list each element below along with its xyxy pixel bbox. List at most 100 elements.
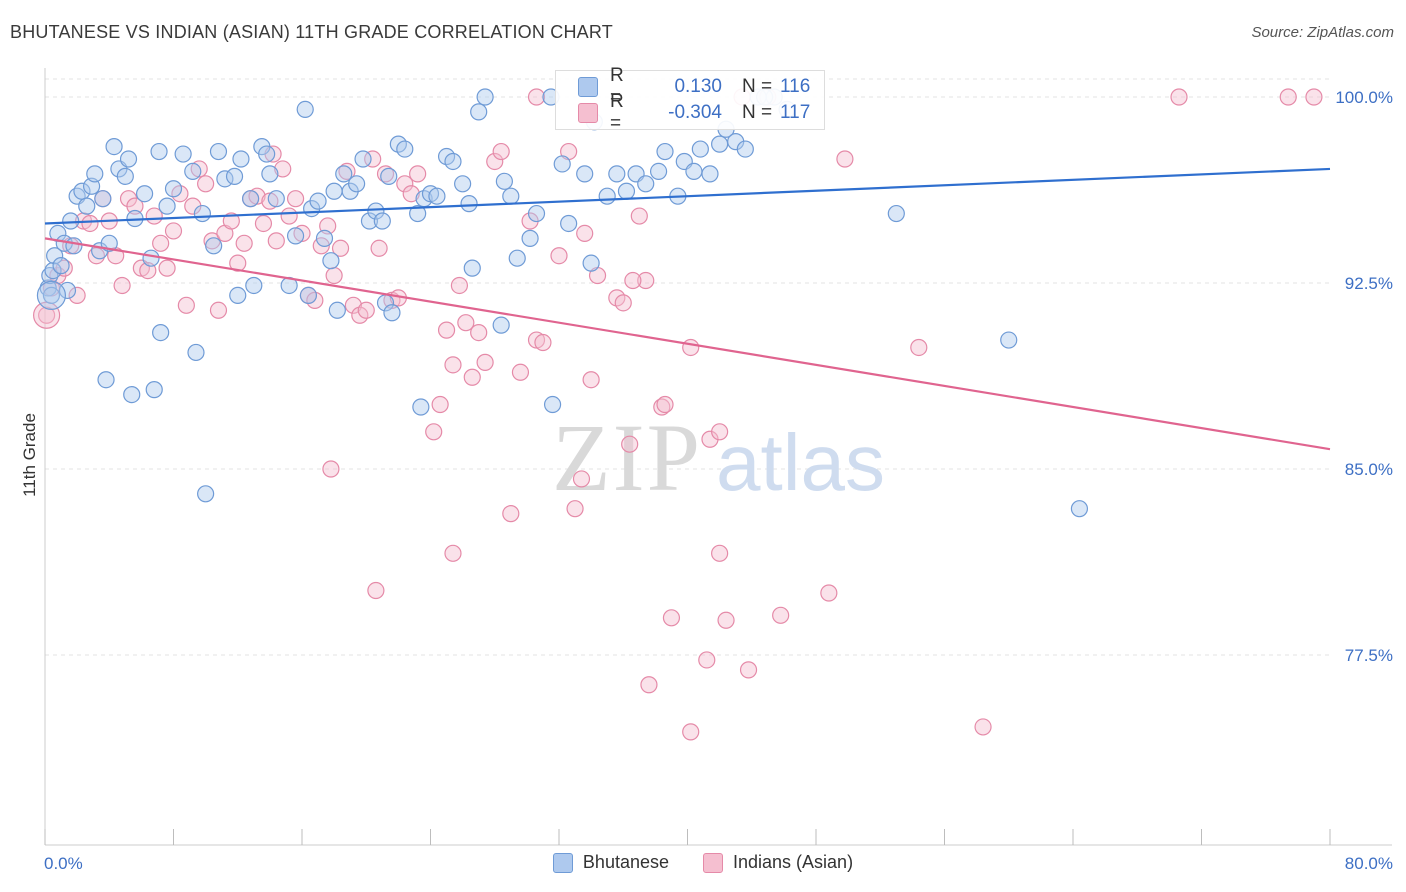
indians-asian-legend-label: Indians (Asian): [733, 852, 854, 872]
bhutanese-point: [242, 190, 260, 208]
indians-asian-point: [502, 505, 520, 523]
indians-asian-point: [1170, 88, 1188, 106]
bhutanese-point: [65, 237, 83, 255]
bhutanese-point: [197, 485, 215, 503]
indians-asian-point: [197, 175, 215, 193]
bhutanese-swatch: [578, 77, 598, 97]
indians-asian-point: [457, 314, 475, 332]
bhutanese-point: [78, 197, 96, 215]
bhutanese-point: [502, 187, 520, 205]
bhutanese-point: [409, 204, 427, 223]
y-tick-label: 100.0%: [1335, 88, 1393, 107]
r-label: R =: [610, 91, 624, 134]
bhutanese-point: [1000, 331, 1018, 349]
indians-asian-point: [1305, 88, 1323, 106]
bhutanese-point: [62, 212, 80, 230]
watermark-zip: ZIP: [552, 404, 702, 511]
x-tick-label: 0.0%: [44, 854, 83, 873]
bhutanese-point: [691, 140, 709, 158]
bhutanese-point: [267, 190, 285, 208]
bhutanese-point: [367, 202, 385, 220]
indians-asian-point: [624, 271, 642, 290]
bhutanese-point: [444, 152, 462, 171]
indians-asian-point: [527, 88, 546, 106]
bhutanese-point: [309, 192, 327, 210]
bhutanese-point: [46, 247, 64, 265]
bhutanese-point: [736, 140, 754, 158]
indians-asian-point: [739, 661, 758, 679]
bhutanese-point: [325, 182, 343, 200]
bhutanese-point: [42, 286, 61, 304]
indians-asian-point: [357, 301, 375, 319]
bhutanese-point: [105, 138, 123, 156]
source-label: Source: ZipAtlas.com: [1251, 24, 1394, 41]
bhutanese-point: [476, 88, 494, 106]
indians-asian-point: [286, 190, 305, 208]
indians-asian-point: [222, 212, 240, 230]
indians-asian-point: [274, 160, 292, 178]
bhutanese-point: [261, 165, 279, 183]
indians-asian-legend-swatch: [703, 852, 723, 873]
indians-asian-n-value: 117: [780, 102, 811, 123]
bhutanese-point: [470, 103, 488, 121]
bhutanese-point: [145, 381, 163, 399]
legend-row-bhutanese: R = 0.130 N = 116: [578, 65, 811, 108]
watermark-atlas: atlas: [716, 418, 885, 507]
bhutanese-point: [637, 175, 655, 193]
n-label: N =: [742, 102, 773, 123]
bhutanese-point: [460, 195, 478, 213]
bhutanese-point: [187, 343, 205, 362]
tick-labels: 100.0% 92.5% 85.0% 77.5% 0.0% 80.0%: [44, 88, 1393, 873]
indians-asian-point: [126, 197, 144, 215]
legend-item-bhutanese[interactable]: Bhutanese: [552, 852, 669, 873]
indians-asian-point: [376, 165, 395, 183]
indians-asian-point: [614, 294, 632, 312]
bhutanese-trend-line: [44, 167, 1331, 225]
bhutanese-point: [492, 316, 510, 334]
bhutanese-point: [245, 276, 263, 295]
bhutanese-point: [142, 249, 160, 267]
indians-asian-point: [682, 338, 700, 357]
trend-lines: [44, 167, 1331, 451]
bhutanese-point: [527, 204, 546, 223]
bhutanese-point: [383, 304, 401, 322]
indians-asian-point: [450, 276, 469, 295]
indians-asian-point: [637, 271, 655, 290]
bhutanese-point: [299, 286, 318, 304]
axes: [44, 68, 1392, 846]
bhutanese-n-value: 116: [780, 76, 811, 97]
indians-asian-point: [621, 435, 639, 453]
indians-asian-point: [470, 324, 488, 342]
bhutanese-point: [608, 165, 626, 183]
indians-asian-point: [662, 609, 681, 627]
legend-item-indians-asian[interactable]: Indians (Asian): [703, 852, 853, 873]
bhutanese-point: [322, 252, 340, 270]
indians-asian-point: [331, 239, 350, 257]
indians-asian-point: [325, 266, 343, 285]
bhutanese-point: [454, 175, 472, 193]
indians-asian-point: [566, 500, 584, 518]
indians-asian-point: [152, 234, 170, 252]
indians-asian-point: [55, 259, 73, 277]
indians-asian-point: [974, 718, 992, 736]
indians-asian-point: [698, 651, 716, 669]
bhutanese-point: [52, 257, 70, 275]
bhutanese-point: [58, 281, 77, 300]
indians-asian-point: [364, 150, 382, 168]
r-label: R =: [610, 65, 624, 108]
bhutanese-point: [617, 182, 636, 200]
bhutanese-point: [229, 286, 247, 304]
legend-row-indians-asian: R = -0.304 N = 117: [578, 91, 811, 134]
indians-asian-point: [444, 544, 462, 562]
indians-asian-point: [338, 162, 356, 180]
bhutanese-point: [428, 187, 446, 205]
indians-asian-point: [81, 214, 99, 233]
indians-asian-point: [280, 207, 298, 225]
bhutanese-point: [380, 167, 398, 185]
bhutanese-point: [123, 386, 141, 404]
indians-asian-point: [550, 247, 568, 265]
correlation-legend: R = 0.130 N = 116 R = -0.304 N = 117: [555, 65, 825, 134]
bhutanese-point: [205, 237, 223, 255]
bhutanese-point: [348, 175, 366, 193]
indians-asian-point: [209, 301, 228, 319]
